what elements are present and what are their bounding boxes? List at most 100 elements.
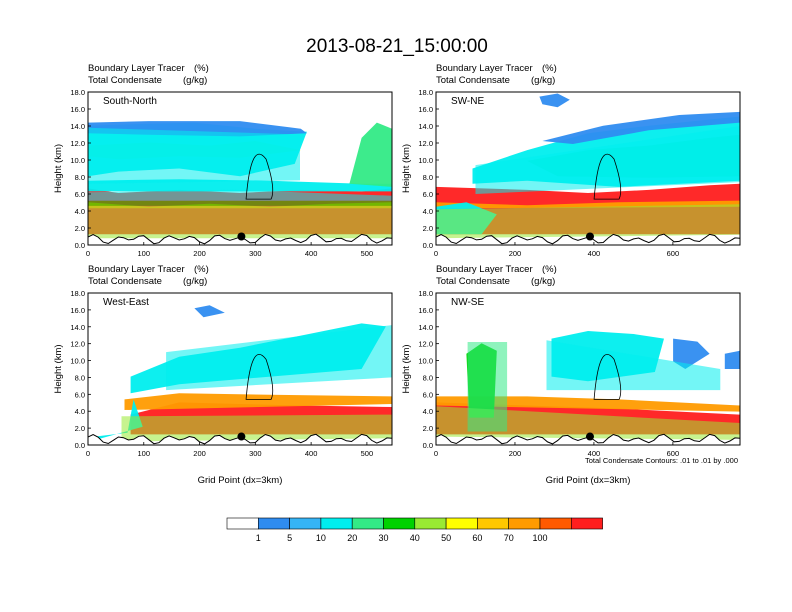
y-tick-label: 2.0 [75,224,85,233]
y-tick-label: 16.0 [418,105,433,114]
y-tick-label: 18.0 [70,88,85,97]
colorbar-level-label: 70 [504,533,514,543]
x-tick-label: 200 [509,249,522,258]
x-tick-label: 100 [138,249,151,258]
colorbar: 1 5 10 20 30 40 50 60 70 100 [226,517,603,543]
y-tick-label: 16.0 [70,306,85,315]
colorbar-level-label: 10 [316,533,326,543]
field-layer [436,92,740,245]
y-tick-label: 14.0 [418,122,433,131]
plot-frame [87,91,393,246]
x-tick-label: 500 [361,249,374,258]
subtitle-condensate: Total Condensate [88,276,162,287]
x-tick-label: 400 [305,449,318,458]
x-tick-label: 400 [588,449,601,458]
panel-label: West-East [103,297,149,308]
x-axis-label: Grid Point (dx=3km) [198,475,283,486]
panel-west-east: Boundary Layer Tracer (%) Total Condensate… [53,264,393,486]
colorbar-swatch [477,517,509,530]
y-tick-label: 18.0 [70,289,85,298]
y-tick-label: 4.0 [75,207,85,216]
field-layer [88,92,392,245]
plot-frame [435,91,741,246]
colorbar-level-label: 60 [472,533,482,543]
colorbar-swatch [445,517,478,530]
subtitle-tracer-unit: (%) [194,63,209,74]
y-tick-label: 18.0 [418,289,433,298]
x-tick-label: 400 [305,249,318,258]
plot-frame [87,292,393,446]
subtitle-condensate-unit: (g/kg) [531,276,555,287]
x-tick-label: 0 [434,249,438,258]
subtitle-tracer: Boundary Layer Tracer [436,264,533,275]
y-tick-label: 0.0 [423,441,433,450]
x-tick-label: 300 [249,249,262,258]
y-tick-label: 10.0 [70,156,85,165]
colorbar-swatch [414,517,447,530]
y-tick-label: 12.0 [70,139,85,148]
x-tick-label: 400 [588,249,601,258]
y-tick-label: 4.0 [75,407,85,416]
y-tick-label: 16.0 [418,306,433,315]
cloud-band-1 [166,325,392,391]
condensate-contour [593,153,622,200]
y-tick-label: 14.0 [418,323,433,332]
tracer-field-band-4 [673,338,710,369]
y-tick-label: 6.0 [75,390,85,399]
cloud-band-0 [436,204,740,239]
subtitle-condensate: Total Condensate [436,75,510,86]
y-tick-label: 10.0 [418,156,433,165]
tracer-field-band-5 [724,350,740,369]
tracer-field-band-4 [542,111,740,144]
x-tick-label: 0 [434,449,438,458]
subtitle-tracer-unit: (%) [542,63,557,74]
y-tick-label: 18.0 [418,88,433,97]
tracer-field-band-1 [436,396,740,412]
y-axis-label: Height (km) [53,344,64,393]
colorbar-swatch [351,517,384,530]
y-axis-label: Height (km) [401,344,412,393]
colorbar-level-label: 1 [256,533,261,543]
x-tick-label: 500 [361,449,374,458]
y-tick-label: 0.0 [423,241,433,250]
colorbar-level-label: 5 [287,533,292,543]
subtitle-condensate-unit: (g/kg) [531,75,555,86]
y-axis-label: Height (km) [53,144,64,193]
x-tick-label: 600 [667,249,680,258]
panel-sw-ne: Boundary Layer Tracer (%) Total Condensate… [401,63,741,258]
plot-frame [435,292,741,446]
panel-label: NW-SE [451,297,484,308]
cloud-band-1 [88,200,392,206]
location-marker [585,232,594,241]
cloud-band-0 [88,205,392,239]
y-tick-label: 12.0 [418,139,433,148]
colorbar-level-label: 30 [378,533,388,543]
y-tick-label: 0.0 [75,441,85,450]
y-tick-label: 14.0 [70,122,85,131]
y-tick-label: 4.0 [423,407,433,416]
colorbar-swatch [289,517,322,530]
colorbar-swatch [257,517,290,530]
y-tick-label: 2.0 [423,224,433,233]
panel-nw-se: Boundary Layer Tracer (%) Total Condensate… [401,264,741,486]
panel-label: SW-NE [451,96,484,107]
subtitle-tracer: Boundary Layer Tracer [88,63,185,74]
condensate-contour [245,153,274,200]
cloud-band-3 [88,127,300,184]
subtitle-tracer-unit: (%) [542,264,557,275]
contour-footnote: Total Condensate Contours: .01 to .01 by… [585,456,738,465]
colorbar-swatch [539,517,572,530]
field-layer [88,293,392,445]
colorbar-swatch [226,517,259,530]
x-tick-label: 0 [86,449,90,458]
tracer-field-band-5 [539,93,570,108]
y-tick-label: 12.0 [70,340,85,349]
field-layer [436,293,740,445]
x-tick-label: 300 [249,449,262,458]
panel-south-north: Boundary Layer Tracer (%) Total Condensate… [53,63,393,258]
y-tick-label: 6.0 [423,190,433,199]
colorbar-swatch [570,517,603,530]
x-axis-label: Grid Point (dx=3km) [546,475,631,486]
y-tick-label: 16.0 [70,105,85,114]
